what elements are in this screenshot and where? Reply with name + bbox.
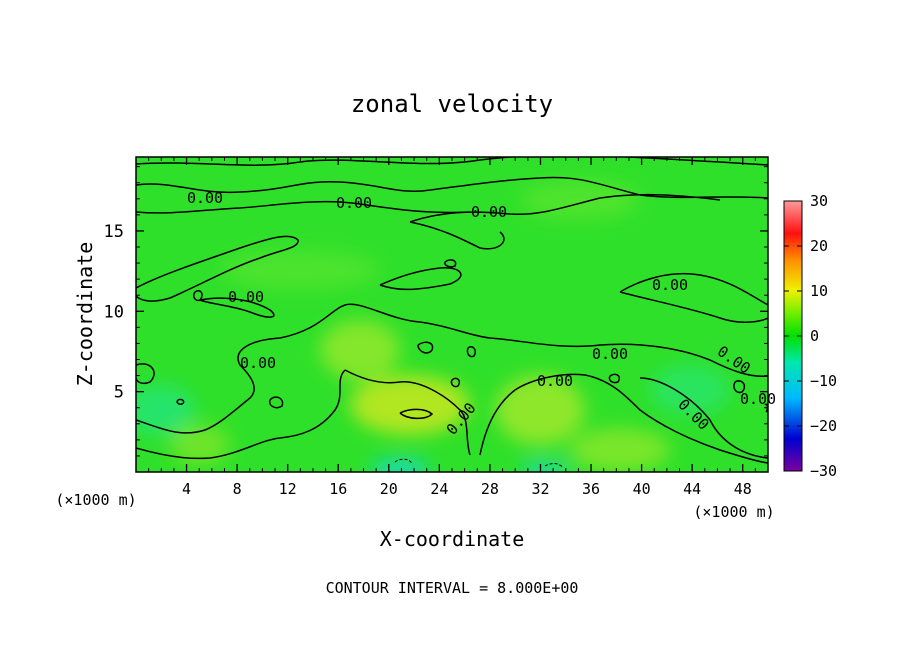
contour-line xyxy=(136,303,768,434)
contour-label: 0.00 xyxy=(652,276,688,294)
x-tick-label: 44 xyxy=(683,480,701,498)
contour-label: 0.00 xyxy=(740,390,776,408)
x-axis: 4 8 12 16 20 24 28 32 36 40 44 48 xyxy=(148,157,756,498)
contour-line xyxy=(417,341,434,354)
contour-interval-note: CONTOUR INTERVAL = 8.000E+00 xyxy=(326,579,579,597)
contour-line xyxy=(479,373,768,464)
contour-label: 0.00 xyxy=(187,189,223,207)
colorbar-tick-label: 10 xyxy=(810,282,828,300)
negative-contours xyxy=(394,458,564,469)
contour-line xyxy=(199,297,275,318)
contour-line xyxy=(176,398,185,405)
contour-line xyxy=(733,380,746,394)
contour-line xyxy=(136,235,299,302)
field-variations xyxy=(136,180,730,472)
field-variation xyxy=(495,375,585,445)
contour-line xyxy=(619,272,768,306)
contour-line xyxy=(619,291,768,323)
colorbar: 30 20 10 0 −10 −20 −30 xyxy=(783,192,837,480)
contour-line xyxy=(193,289,203,302)
x-tick-label: 8 xyxy=(233,480,242,498)
contour-line xyxy=(136,200,471,214)
contour-label: 0.00 xyxy=(228,288,264,306)
x-tick-label: 16 xyxy=(329,480,347,498)
contour-line xyxy=(399,408,434,420)
contour-label: 0.00 xyxy=(336,194,372,212)
field-variation xyxy=(320,320,400,380)
x-unit-left: (×1000 m) xyxy=(55,491,136,509)
contour-line xyxy=(639,377,768,459)
field-variation xyxy=(520,460,570,472)
contour-line xyxy=(136,369,346,460)
x-tick-label: 36 xyxy=(582,480,600,498)
contour-line xyxy=(379,267,462,291)
contour-line xyxy=(608,373,621,384)
x-tick-label: 20 xyxy=(380,480,398,498)
field-variation xyxy=(520,180,640,220)
field-variation xyxy=(570,428,670,472)
contour-line xyxy=(544,463,564,469)
field-variation xyxy=(170,425,230,465)
contour-label: 0.00 xyxy=(537,372,573,390)
x-tick-label: 48 xyxy=(734,480,752,498)
x-tick-label: 4 xyxy=(182,480,191,498)
colorbar-tick-label: 0 xyxy=(810,327,819,345)
colorbar-tick-label: −30 xyxy=(810,462,837,480)
colorbar-tick-label: −10 xyxy=(810,372,837,390)
contour-line xyxy=(394,458,413,465)
y-tick-label: 10 xyxy=(104,302,124,322)
field-variation xyxy=(650,365,730,415)
contour-label: 0.00 xyxy=(592,345,628,363)
plot-area xyxy=(136,157,768,472)
contour-line xyxy=(466,345,477,358)
x-tick-label: 40 xyxy=(633,480,651,498)
y-axis-label: Z-coordinate xyxy=(73,242,97,387)
contour-line xyxy=(136,363,155,385)
field-variation xyxy=(350,375,470,435)
colorbar-tick-label: 30 xyxy=(810,192,828,210)
contour-lines xyxy=(136,157,768,464)
field-variation xyxy=(370,458,430,472)
colorbar-tick-label: −20 xyxy=(810,417,837,435)
contour-line xyxy=(344,369,471,456)
contour-line xyxy=(444,259,457,268)
field-variation xyxy=(220,250,380,290)
contour-line xyxy=(450,377,461,388)
contour-line xyxy=(409,193,721,223)
x-tick-label: 24 xyxy=(430,480,448,498)
x-unit-right: (×1000 m) xyxy=(693,503,774,521)
chart-title: zonal velocity xyxy=(351,90,553,118)
colorbar-tick-label: 20 xyxy=(810,237,828,255)
y-tick-label: 15 xyxy=(104,222,124,242)
contour-line xyxy=(409,221,505,250)
contour-line xyxy=(268,396,284,409)
contour-label: 0.00 xyxy=(471,203,507,221)
x-axis-label: X-coordinate xyxy=(380,527,525,551)
x-tick-label: 28 xyxy=(481,480,499,498)
x-tick-label: 32 xyxy=(531,480,549,498)
x-tick-label: 12 xyxy=(279,480,297,498)
contour-label: 0.00 xyxy=(240,354,276,372)
contour-line xyxy=(136,157,768,166)
field-variation xyxy=(136,385,195,435)
y-tick-label: 5 xyxy=(114,383,124,403)
y-axis: 5 10 15 xyxy=(104,166,768,457)
